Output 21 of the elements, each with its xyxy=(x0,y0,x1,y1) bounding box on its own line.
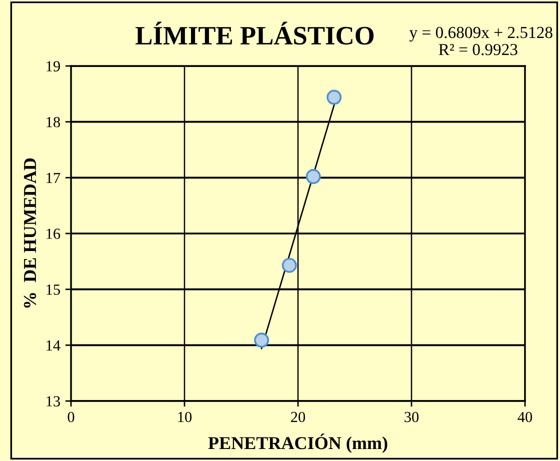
y-tick-label: 13 xyxy=(46,396,60,406)
text: y = 0.6809x + 2.5128 xyxy=(409,26,552,42)
y-tick-label: 15 xyxy=(46,284,60,295)
x-tick-label: 20 xyxy=(291,412,306,422)
y-tick-label: 16 xyxy=(46,228,60,239)
x-tick-label: 40 xyxy=(518,412,532,422)
text: R² = 0.9923 xyxy=(438,44,518,56)
y-tick-label: 18 xyxy=(46,116,60,128)
chart-title: LÍMITE PLÁSTICO xyxy=(136,22,374,45)
point xyxy=(326,90,342,105)
x-tick-label: 30 xyxy=(404,412,419,422)
x-tick-label: 10 xyxy=(178,412,192,422)
x-tick-label: 0 xyxy=(68,412,74,422)
y-tick-label: 14 xyxy=(46,340,60,350)
x-axis-title: PENETRACIÓN (mm) xyxy=(208,434,388,453)
point xyxy=(282,258,297,273)
y-tick-label: 19 xyxy=(46,61,60,72)
point xyxy=(254,332,270,348)
point xyxy=(306,169,321,184)
y-axis-title: % DE HUMEDAD xyxy=(24,158,36,308)
y-tick-label: 17 xyxy=(46,172,60,183)
